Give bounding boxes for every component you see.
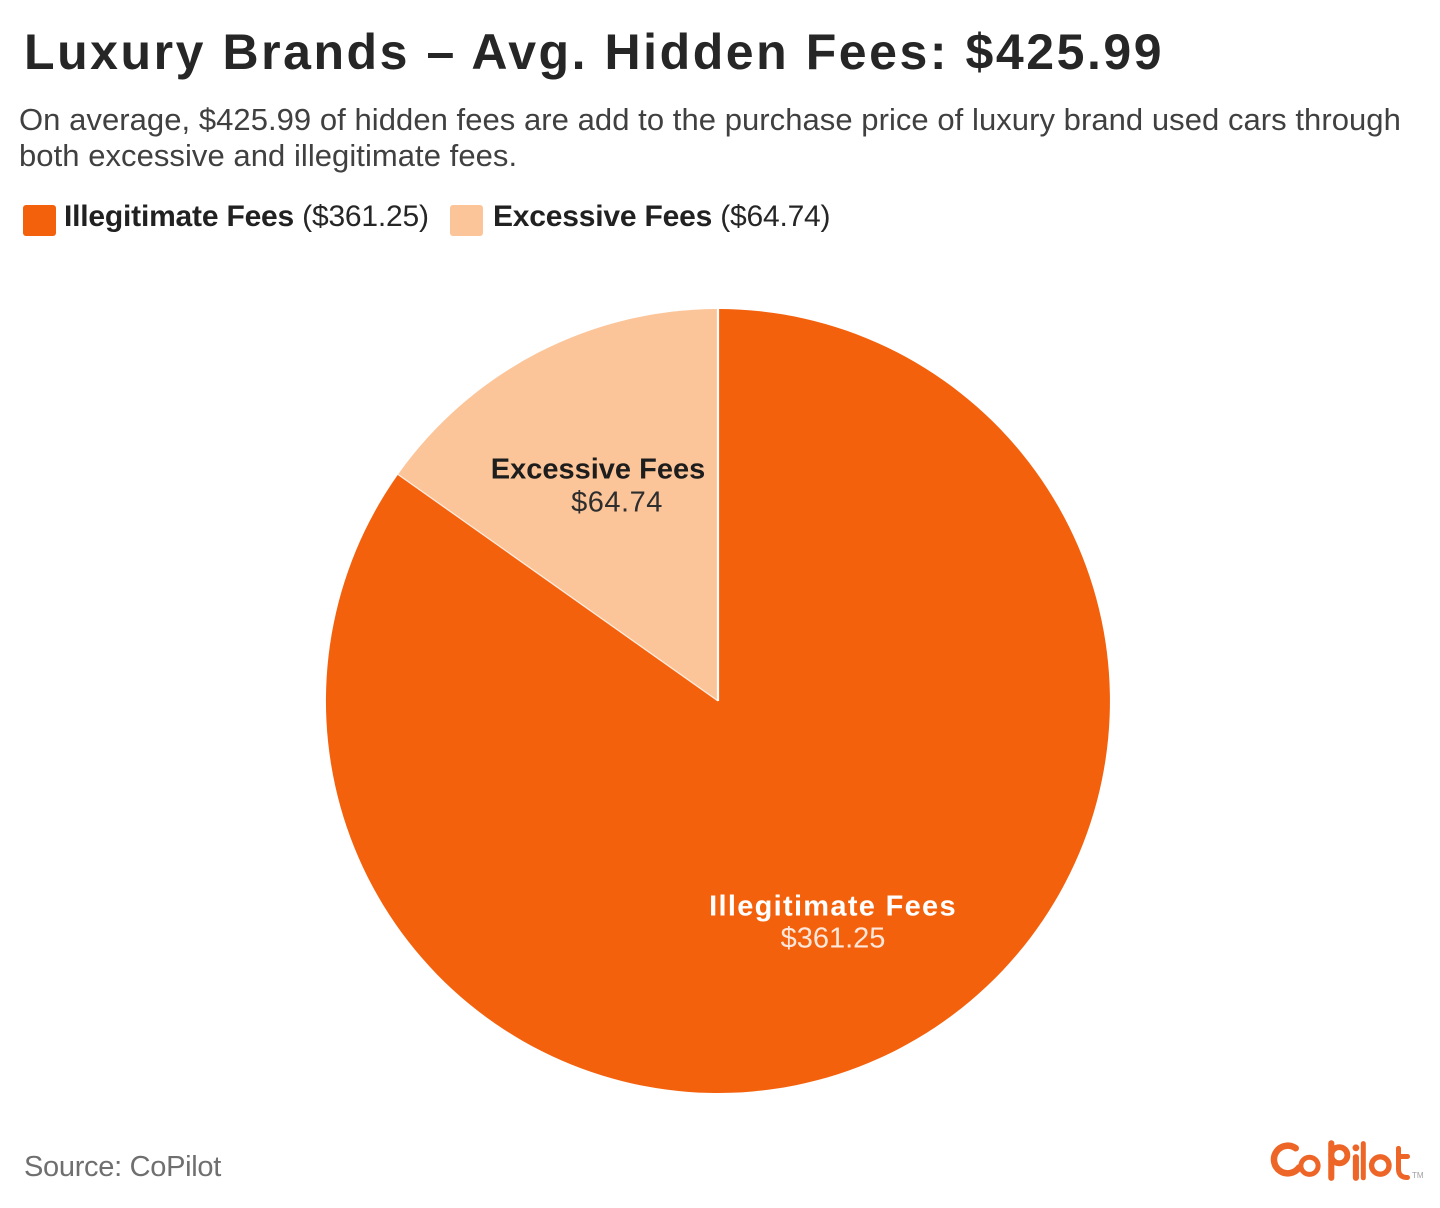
svg-text:TM: TM xyxy=(1412,1171,1424,1180)
